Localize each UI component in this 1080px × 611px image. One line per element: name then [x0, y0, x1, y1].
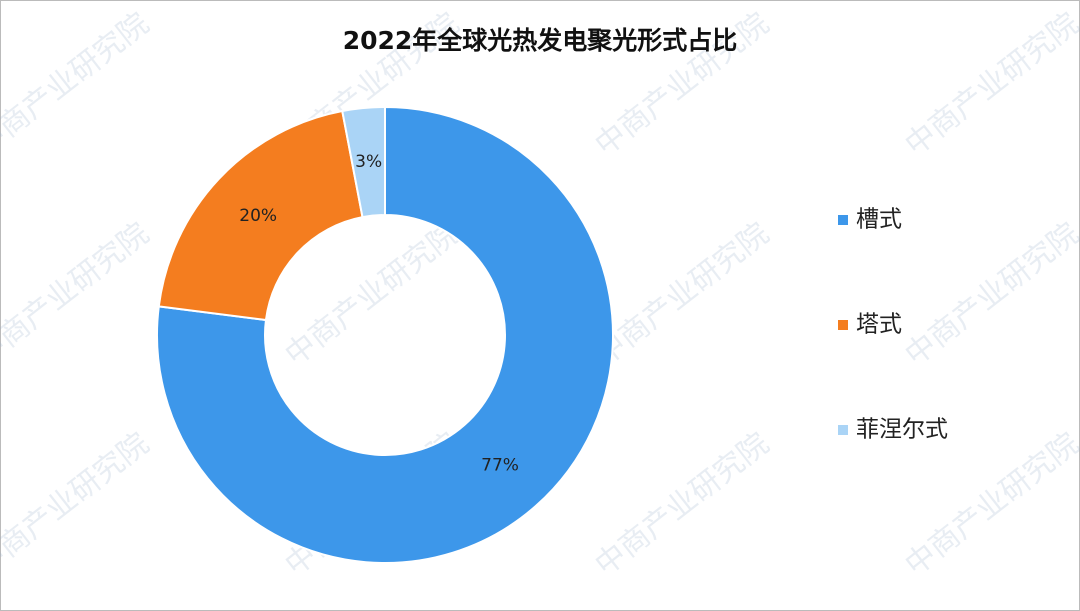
legend-label: 槽式 [856, 207, 902, 233]
legend-label: 菲涅尔式 [856, 417, 948, 443]
data-label: 77% [481, 456, 519, 476]
data-label: 3% [355, 152, 382, 172]
donut-slice [156, 105, 614, 564]
legend-label: 塔式 [856, 312, 902, 338]
donut-slice [157, 109, 364, 322]
legend-swatch [838, 425, 848, 435]
legend-swatch [838, 215, 848, 225]
data-label: 20% [239, 206, 277, 226]
legend-swatch [838, 320, 848, 330]
donut-slice [341, 105, 386, 219]
chart-title: 2022年全球光热发电聚光形式占比 [343, 26, 738, 55]
